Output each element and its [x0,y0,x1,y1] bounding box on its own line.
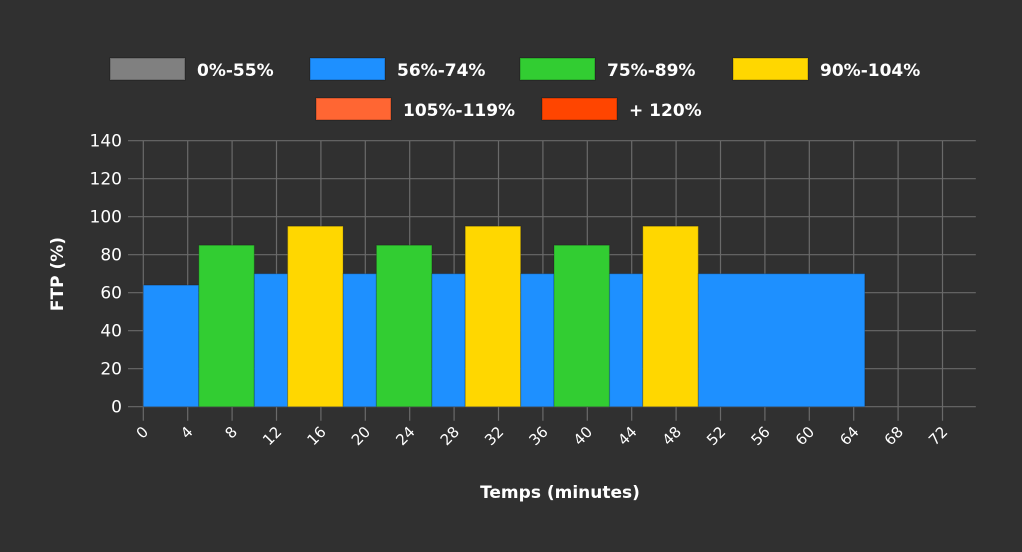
legend-swatch [519,57,596,81]
y-tick-label: 60 [100,284,122,304]
x-tick-label: 0 [133,423,152,442]
legend-label: 56%-74% [397,61,485,81]
legend-swatch [541,97,618,121]
x-tick-label: 68 [881,423,907,449]
bar-segment [253,273,289,408]
bar-segment [464,225,522,408]
bar-segment [198,244,255,408]
x-axis-ticks: 0 4 8 12 16 20 24 28 32 36 40 44 48 52 56 60 64 68 72 [133,423,952,449]
legend-swatch [309,57,386,81]
x-tick-label: 64 [836,423,862,449]
bar-segment [642,225,699,408]
bar-segment [375,244,433,408]
x-tick-label: 44 [614,423,640,449]
legend-swatch [732,57,809,81]
x-tick-label: 48 [659,423,685,449]
x-tick-label: 32 [481,423,507,449]
y-axis-title: FTP (%) [48,237,68,311]
x-tick-label: 52 [703,423,729,449]
y-tick-label: 120 [90,170,122,190]
bar-segment [697,273,866,408]
x-tick-label: 72 [925,423,951,449]
x-tick-label: 12 [259,423,285,449]
x-tick-label: 28 [437,423,463,449]
x-tick-label: 8 [221,423,240,442]
y-axis-ticks: 0 20 40 60 80 100 120 140 [90,132,122,418]
legend: 0%-55% 56%-74% 75%-89% 90%-104% 105%-119% + 1… [109,57,920,121]
x-tick-label: 20 [348,423,374,449]
x-tick-label: 40 [570,423,596,449]
legend-swatch [315,97,392,121]
legend-label: + 120% [629,101,702,121]
bar-segment [342,273,378,408]
y-tick-label: 0 [111,398,122,418]
x-tick-label: 56 [747,423,773,449]
bars [142,225,866,408]
x-tick-label: 24 [392,423,418,449]
legend-label: 0%-55% [197,61,274,81]
bar-segment [553,244,611,408]
x-tick-label: 16 [303,423,329,449]
bar-segment [431,273,466,408]
y-tick-label: 140 [90,132,122,152]
bar-segment [142,284,200,408]
bar-segment [608,273,644,408]
legend-label: 105%-119% [403,101,515,121]
x-tick-label: 36 [525,423,551,449]
x-axis-title: Temps (minutes) [480,483,640,503]
x-tick-label: 4 [177,423,196,442]
legend-swatch [109,57,186,81]
y-tick-label: 40 [100,322,122,342]
x-tick-label: 60 [792,423,818,449]
y-tick-label: 100 [90,208,122,228]
bar-segment [520,273,555,408]
bar-segment [287,225,344,408]
y-tick-label: 20 [100,360,122,380]
y-tick-label: 80 [100,246,122,266]
legend-label: 75%-89% [607,61,695,81]
legend-label: 90%-104% [820,61,920,81]
